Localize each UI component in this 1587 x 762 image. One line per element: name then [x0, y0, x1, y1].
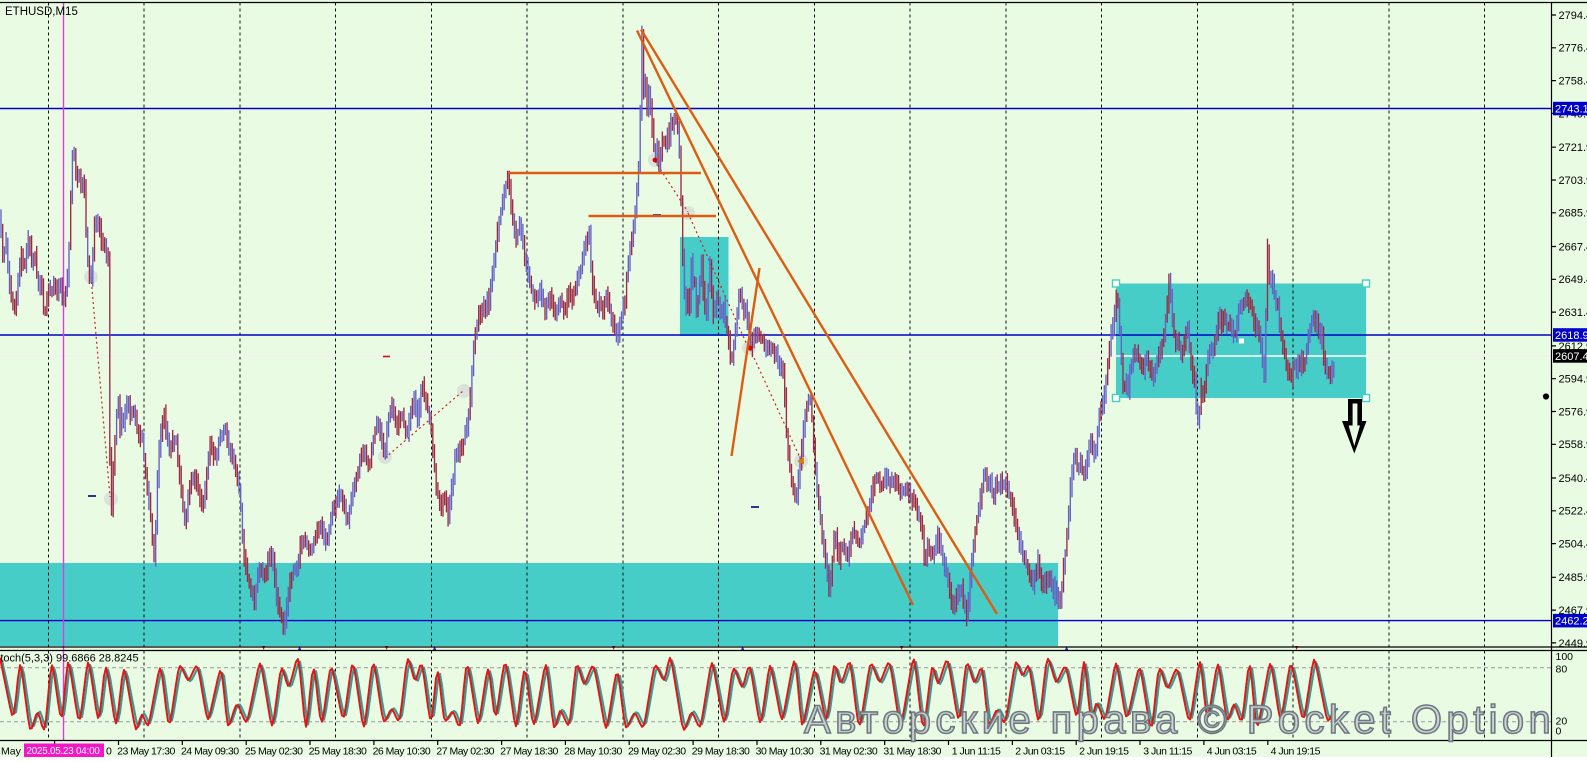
svg-text:2 Jun 19:15: 2 Jun 19:15 [1079, 746, 1129, 758]
svg-text:27 May 18:30: 27 May 18:30 [500, 746, 558, 758]
svg-text:25 May 02:30: 25 May 02:30 [245, 746, 303, 758]
svg-text:Stoch(5,3,3) 99.6866 28.8245: Stoch(5,3,3) 99.6866 28.8245 [0, 653, 139, 665]
svg-text:2462.24: 2462.24 [1555, 616, 1587, 628]
svg-text:30 May 10:30: 30 May 10:30 [756, 746, 814, 758]
svg-text:25 May 18:30: 25 May 18:30 [309, 746, 367, 758]
svg-text:May: May [1, 746, 22, 758]
svg-text:2794.40: 2794.40 [1559, 10, 1587, 22]
svg-text:0: 0 [106, 746, 112, 758]
svg-text:2449.90: 2449.90 [1559, 638, 1587, 650]
svg-text:2649.40: 2649.40 [1559, 274, 1587, 286]
svg-text:2631.40: 2631.40 [1559, 307, 1587, 319]
svg-text:24 May 09:30: 24 May 09:30 [181, 746, 239, 758]
svg-text:2504.40: 2504.40 [1559, 539, 1587, 551]
svg-text:2743.17: 2743.17 [1555, 104, 1587, 116]
svg-text:80: 80 [1556, 663, 1568, 675]
svg-text:2 Jun 03:15: 2 Jun 03:15 [1015, 746, 1065, 758]
svg-text:31 May 18:30: 31 May 18:30 [883, 746, 941, 758]
svg-text:2721.90: 2721.90 [1559, 142, 1587, 154]
svg-text:1 Jun 11:15: 1 Jun 11:15 [952, 746, 1001, 758]
svg-text:2758.40: 2758.40 [1559, 76, 1587, 88]
svg-text:2667.40: 2667.40 [1559, 241, 1587, 253]
svg-text:2776.40: 2776.40 [1559, 43, 1587, 55]
svg-text:28 May 10:30: 28 May 10:30 [564, 746, 622, 758]
svg-text:2576.90: 2576.90 [1559, 406, 1587, 418]
svg-text:0: 0 [1556, 725, 1562, 737]
svg-text:2607.46: 2607.46 [1555, 351, 1587, 363]
svg-text:2558.90: 2558.90 [1559, 439, 1587, 451]
svg-text:100: 100 [1556, 651, 1574, 663]
svg-text:2540.40: 2540.40 [1559, 473, 1587, 485]
svg-text:29 May 02:30: 29 May 02:30 [628, 746, 686, 758]
svg-text:27 May 02:30: 27 May 02:30 [436, 746, 494, 758]
svg-text:4 Jun 03:15: 4 Jun 03:15 [1207, 746, 1257, 758]
svg-text:31 May 02:30: 31 May 02:30 [820, 746, 878, 758]
svg-text:2703.90: 2703.90 [1559, 175, 1587, 187]
svg-text:ETHUSD,M15: ETHUSD,M15 [5, 6, 78, 18]
svg-text:3 Jun 11:15: 3 Jun 11:15 [1143, 746, 1192, 758]
svg-text:2594.90: 2594.90 [1559, 374, 1587, 386]
svg-text:2685.90: 2685.90 [1559, 208, 1587, 220]
svg-text:23 May 17:30: 23 May 17:30 [117, 746, 175, 758]
svg-text:26 May 10:30: 26 May 10:30 [373, 746, 431, 758]
svg-text:29 May 18:30: 29 May 18:30 [692, 746, 750, 758]
svg-text:2025.05.23 04:00: 2025.05.23 04:00 [27, 746, 101, 757]
svg-text:2522.40: 2522.40 [1559, 506, 1587, 518]
svg-text:4 Jun 19:15: 4 Jun 19:15 [1271, 746, 1321, 758]
svg-text:Авторские права © Pocket Optio: Авторские права © Pocket Option [804, 698, 1555, 742]
svg-text:2618.96: 2618.96 [1555, 330, 1587, 342]
svg-text:2485.90: 2485.90 [1559, 572, 1587, 584]
